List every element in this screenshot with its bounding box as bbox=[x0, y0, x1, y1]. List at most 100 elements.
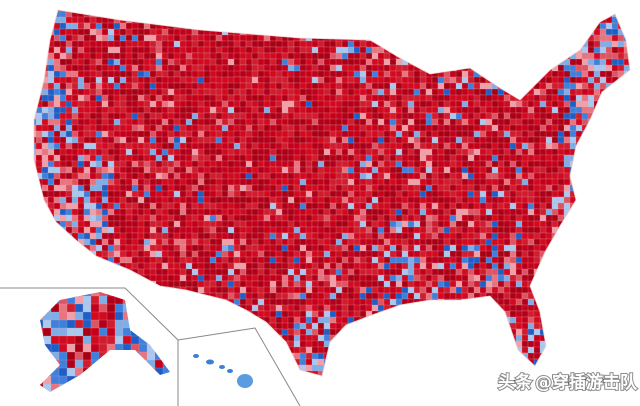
county bbox=[83, 28, 91, 36]
county bbox=[425, 82, 433, 90]
county bbox=[269, 10, 279, 18]
county bbox=[533, 10, 541, 12]
county bbox=[455, 16, 464, 26]
county bbox=[479, 64, 489, 74]
county bbox=[503, 202, 511, 210]
county bbox=[34, 70, 38, 80]
county bbox=[521, 88, 529, 96]
county bbox=[557, 238, 565, 248]
county bbox=[575, 10, 584, 12]
county bbox=[155, 16, 163, 24]
county bbox=[605, 130, 613, 138]
county bbox=[551, 286, 560, 296]
county bbox=[581, 172, 590, 182]
county bbox=[599, 274, 609, 282]
county bbox=[521, 208, 529, 216]
county bbox=[629, 46, 630, 55]
county bbox=[305, 250, 313, 258]
county bbox=[329, 22, 339, 30]
county bbox=[77, 262, 88, 271]
county bbox=[89, 10, 98, 14]
county bbox=[623, 268, 630, 278]
county bbox=[34, 184, 40, 194]
county bbox=[191, 16, 201, 25]
county bbox=[383, 16, 392, 26]
county bbox=[587, 16, 597, 24]
county bbox=[341, 16, 352, 25]
county bbox=[593, 232, 603, 241]
county bbox=[83, 148, 91, 156]
county bbox=[611, 82, 621, 92]
county bbox=[353, 220, 361, 228]
county bbox=[263, 10, 271, 19]
county bbox=[83, 82, 91, 90]
county bbox=[587, 232, 598, 242]
county bbox=[629, 232, 630, 240]
county bbox=[503, 64, 514, 74]
county bbox=[35, 46, 43, 55]
county bbox=[551, 124, 559, 132]
county bbox=[47, 250, 55, 260]
county bbox=[65, 244, 73, 253]
county bbox=[575, 22, 584, 32]
county bbox=[497, 250, 505, 258]
county bbox=[599, 160, 607, 169]
county bbox=[473, 262, 481, 270]
county bbox=[203, 10, 213, 14]
county bbox=[287, 40, 295, 48]
county bbox=[191, 10, 200, 14]
county bbox=[629, 100, 630, 108]
county bbox=[449, 28, 460, 38]
county bbox=[617, 94, 628, 103]
county bbox=[539, 262, 550, 272]
county bbox=[563, 52, 571, 60]
county bbox=[335, 172, 343, 180]
county bbox=[569, 208, 577, 217]
county bbox=[305, 10, 313, 20]
county bbox=[449, 16, 457, 24]
county bbox=[137, 58, 145, 66]
county bbox=[275, 10, 286, 14]
county bbox=[473, 10, 481, 19]
county bbox=[443, 184, 451, 192]
county bbox=[179, 142, 187, 150]
county bbox=[461, 136, 469, 144]
county bbox=[569, 274, 578, 284]
county bbox=[587, 286, 597, 296]
county bbox=[551, 40, 560, 50]
county bbox=[605, 280, 616, 289]
county bbox=[335, 118, 343, 126]
county bbox=[155, 166, 163, 174]
county bbox=[197, 64, 205, 72]
county bbox=[455, 184, 463, 192]
county bbox=[623, 256, 630, 265]
county bbox=[425, 64, 433, 72]
county bbox=[503, 76, 512, 84]
county bbox=[53, 250, 62, 260]
county bbox=[311, 262, 319, 270]
county bbox=[497, 82, 505, 90]
county bbox=[545, 46, 554, 56]
county bbox=[593, 190, 603, 199]
county bbox=[545, 286, 554, 295]
county bbox=[509, 22, 518, 31]
county bbox=[629, 256, 630, 265]
county bbox=[371, 280, 379, 288]
county bbox=[617, 100, 628, 110]
county bbox=[239, 22, 249, 30]
county bbox=[34, 28, 38, 37]
county bbox=[377, 196, 385, 204]
county bbox=[581, 262, 590, 272]
county bbox=[389, 40, 399, 48]
county bbox=[53, 274, 62, 282]
county bbox=[203, 10, 213, 18]
county bbox=[113, 10, 121, 19]
county bbox=[509, 250, 517, 258]
county bbox=[137, 202, 145, 210]
county bbox=[605, 178, 613, 188]
county bbox=[281, 160, 289, 168]
county bbox=[131, 10, 142, 13]
county bbox=[593, 10, 603, 13]
county bbox=[59, 172, 67, 180]
county bbox=[443, 46, 451, 55]
